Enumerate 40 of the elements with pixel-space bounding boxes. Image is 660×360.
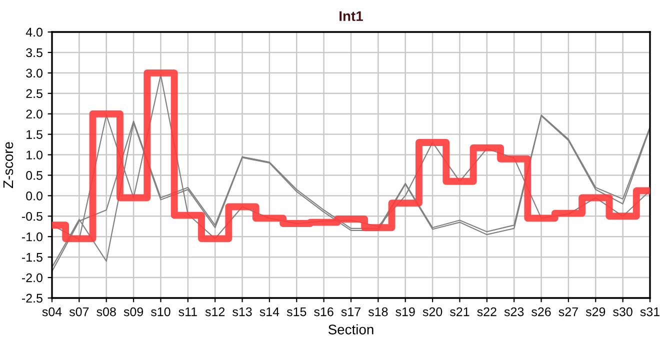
y-tick-label: -1.0 bbox=[22, 232, 42, 242]
x-tick-label: s15 bbox=[286, 307, 306, 316]
x-tick-label: s30 bbox=[613, 307, 632, 316]
x-tick-label: s13 bbox=[232, 307, 252, 316]
y-tick-label: 2.0 bbox=[26, 110, 42, 118]
y-tick-label: -1.5 bbox=[22, 253, 42, 262]
x-tick-label: s19 bbox=[396, 307, 415, 316]
y-tick-label: -2.0 bbox=[22, 273, 42, 282]
x-tick-label: s31 bbox=[640, 307, 660, 316]
y-tick-label: 4.0 bbox=[26, 28, 42, 37]
x-tick-label: s22 bbox=[477, 307, 496, 316]
chart-title: Int1 bbox=[340, 11, 363, 22]
x-tick-label: s17 bbox=[341, 307, 360, 316]
x-tick-label: s09 bbox=[124, 307, 144, 316]
x-tick-label: s07 bbox=[69, 307, 89, 316]
x-tick-label: s11 bbox=[178, 307, 197, 316]
y-tick-label: -0.5 bbox=[22, 212, 42, 221]
y-tick-label: 2.5 bbox=[26, 89, 42, 98]
y-tick-label: 0.5 bbox=[26, 171, 42, 180]
y-tick-label: 3.5 bbox=[26, 48, 42, 58]
y-tick-label: 3.0 bbox=[26, 68, 42, 78]
y-tick-label: 1.5 bbox=[26, 130, 42, 139]
x-axis-title: Section bbox=[328, 324, 374, 334]
y-tick-label: -2.5 bbox=[22, 294, 42, 303]
x-tick-label: s10 bbox=[151, 307, 170, 316]
y-tick-label: 1.0 bbox=[26, 150, 42, 160]
x-tick-label: s16 bbox=[314, 307, 334, 316]
x-tick-label: s12 bbox=[205, 307, 225, 316]
x-tick-label: s29 bbox=[586, 307, 606, 316]
x-tick-label: s18 bbox=[368, 307, 388, 316]
x-tick-label: s23 bbox=[504, 307, 524, 316]
x-tick-label: s21 bbox=[450, 307, 470, 316]
y-tick-label: 0.0 bbox=[26, 191, 42, 200]
x-tick-label: s14 bbox=[260, 307, 280, 316]
x-tick-label: s27 bbox=[558, 307, 578, 316]
x-tick-label: s08 bbox=[96, 307, 116, 316]
x-tick-label: s20 bbox=[422, 307, 442, 316]
y-axis-title: Z-score bbox=[3, 142, 14, 188]
x-tick-label: s04 bbox=[42, 307, 62, 316]
x-tick-label: s26 bbox=[532, 307, 551, 316]
